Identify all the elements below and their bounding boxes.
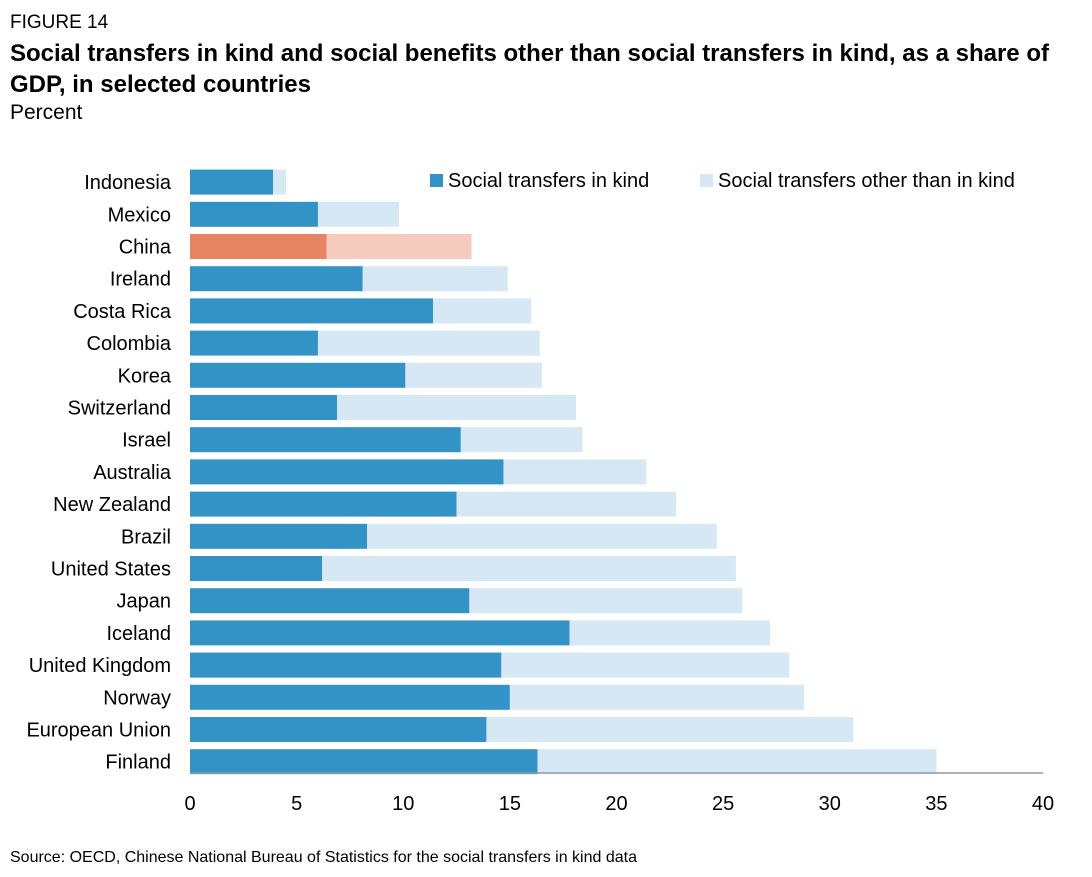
category-label-united-kingdom: United Kingdom <box>29 655 171 677</box>
bar-in-kind-indonesia <box>190 169 274 195</box>
x-tick-label-20: 20 <box>605 793 627 815</box>
bar-other-brazil <box>366 523 717 549</box>
bar-other-korea <box>405 362 542 388</box>
bar-in-kind-japan <box>190 588 470 614</box>
category-label-finland: Finland <box>105 752 171 774</box>
bar-in-kind-brazil <box>190 523 367 549</box>
bar-other-australia <box>503 459 647 485</box>
bar-in-kind-united-kingdom <box>190 652 502 678</box>
bar-in-kind-australia <box>190 459 504 485</box>
bar-in-kind-new-zealand <box>190 491 457 517</box>
category-label-israel: Israel <box>122 430 171 452</box>
bar-in-kind-mexico <box>190 201 318 227</box>
category-label-brazil: Brazil <box>121 526 171 548</box>
bar-other-united-kingdom <box>501 652 790 678</box>
bar-other-mexico <box>317 201 399 227</box>
bar-in-kind-korea <box>190 362 406 388</box>
category-label-australia: Australia <box>93 462 172 484</box>
x-tick-label-5: 5 <box>291 793 302 815</box>
bar-other-ireland <box>362 266 508 292</box>
bar-in-kind-european-union <box>190 717 487 742</box>
category-label-mexico: Mexico <box>108 204 171 226</box>
legend-swatch-in-kind <box>430 174 443 187</box>
bar-in-kind-colombia <box>190 330 318 356</box>
bar-in-kind-iceland <box>190 620 570 646</box>
source-note: Source: OECD, Chinese National Bureau of… <box>10 849 637 866</box>
x-tick-label-0: 0 <box>184 793 195 815</box>
x-tick-label-40: 40 <box>1032 793 1054 815</box>
x-tick-label-15: 15 <box>499 793 521 815</box>
x-tick-label-10: 10 <box>392 793 414 815</box>
bar-in-kind-ireland <box>190 266 363 292</box>
bar-other-united-states <box>322 556 736 581</box>
bar-other-china <box>326 234 472 259</box>
bar-other-costa-rica <box>433 298 532 324</box>
bar-other-european-union <box>486 717 854 742</box>
bar-in-kind-china <box>190 234 327 259</box>
bar-in-kind-costa-rica <box>190 298 434 324</box>
bar-in-kind-israel <box>190 427 461 453</box>
figure-label: FIGURE 14 <box>10 12 109 33</box>
legend: Social transfers in kind Social transfer… <box>430 170 1015 192</box>
bar-other-japan <box>469 588 743 614</box>
category-label-switzerland: Switzerland <box>68 398 171 420</box>
category-label-indonesia: Indonesia <box>84 172 172 194</box>
x-tick-label-25: 25 <box>712 793 734 815</box>
bars-group <box>190 169 937 775</box>
legend-swatch-other <box>700 174 713 187</box>
bar-other-switzerland <box>337 395 576 420</box>
bar-in-kind-switzerland <box>190 395 338 420</box>
chart-subtitle: Percent <box>10 101 83 124</box>
category-label-costa-rica: Costa Rica <box>73 301 172 323</box>
category-label-european-union: European Union <box>26 720 171 742</box>
bar-other-indonesia <box>273 169 286 195</box>
bar-other-norway <box>509 684 805 710</box>
chart-title: Social transfers in kind and social bene… <box>10 40 1049 98</box>
bar-other-israel <box>460 427 583 453</box>
bar-in-kind-finland <box>190 749 538 775</box>
x-tick-labels: 0 5 10 15 20 25 30 35 40 <box>184 793 1054 815</box>
legend-label-other: Social transfers other than in kind <box>718 170 1015 192</box>
bar-other-finland <box>537 749 937 775</box>
category-label-new-zealand: New Zealand <box>53 494 171 516</box>
category-label-korea: Korea <box>118 365 172 387</box>
bar-other-colombia <box>317 330 540 356</box>
x-tick-label-30: 30 <box>819 793 841 815</box>
bar-in-kind-norway <box>190 684 510 710</box>
category-label-iceland: Iceland <box>107 623 172 645</box>
bar-in-kind-united-states <box>190 556 323 581</box>
category-label-norway: Norway <box>103 687 171 709</box>
category-label-ireland: Ireland <box>110 269 171 291</box>
x-tick-label-35: 35 <box>925 793 947 815</box>
bar-other-new-zealand <box>456 491 677 517</box>
category-label-united-states: United States <box>51 559 171 581</box>
category-labels: Indonesia Mexico China Ireland Costa Rica Col… <box>26 172 171 774</box>
category-label-colombia: Colombia <box>87 333 172 355</box>
category-label-china: China <box>119 237 172 259</box>
bar-other-iceland <box>569 620 771 646</box>
category-label-japan: Japan <box>117 591 172 613</box>
legend-label-in-kind: Social transfers in kind <box>448 170 649 192</box>
